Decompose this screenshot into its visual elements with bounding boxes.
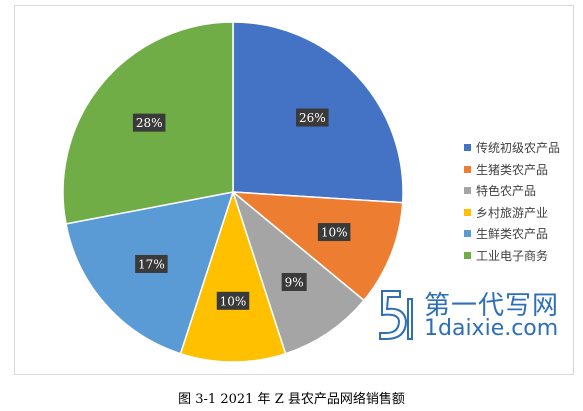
data-label-text-6: 28% (136, 116, 163, 130)
watermark-chinese-text: 第一代写网 (424, 291, 560, 321)
pie-slice-4 (179, 189, 287, 363)
pie-slice-3 (231, 189, 366, 355)
data-label-text-1: 26% (299, 111, 326, 125)
legend-swatch-4 (464, 208, 471, 216)
legend-swatch-6 (464, 251, 471, 259)
pie-chart: 26% 10% 9% 10% 17% 28% (62, 21, 404, 363)
legend-item-5: 生鲜类农产品 (464, 223, 583, 245)
pie-slice-2 (230, 191, 404, 302)
data-label-text-3: 9% (285, 275, 304, 289)
legend-label-4: 乡村旅游产业 (476, 205, 549, 220)
chart-legend: 传统初级农产品 生猪类农产品 特色农产品乡村旅游产业 生鲜类农产品 工业电子商务 (464, 137, 583, 266)
legend-item-6: 工业电子商务 (464, 245, 583, 267)
legend-swatch-1 (464, 144, 471, 152)
legend-item-2: 生猪类农产品 (464, 159, 583, 181)
figure-caption: 图 3-1 2021 年 Z 县农产品网络销售额 (178, 392, 405, 407)
legend-swatch-2 (464, 165, 471, 173)
data-label-text-4: 10% (220, 294, 247, 308)
watermark-url-text: 1daixie.com (424, 316, 559, 341)
legend-label-6: 工业电子商务 (476, 248, 549, 263)
data-label-5: 17% (135, 254, 168, 273)
data-label-2: 10% (317, 223, 351, 242)
data-label-box-5 (135, 254, 168, 273)
legend-label-1: 传统初级农产品 (476, 141, 561, 156)
data-label-text-2: 10% (321, 226, 348, 240)
legend-label-3: 特色农产品 (476, 184, 537, 199)
data-label-box-3 (281, 272, 307, 291)
watermark: 第一代写网 1daixie.com (374, 283, 574, 347)
legend-item-4: 乡村旅游产业 (464, 202, 583, 224)
data-label-box-6 (132, 113, 166, 132)
legend-item-3: 特色农产品 (464, 180, 583, 202)
data-label-box-2 (317, 223, 351, 242)
data-label-6: 28% (132, 113, 166, 132)
data-label-4: 10% (216, 291, 250, 310)
legend-swatch-3 (464, 187, 471, 195)
legend-swatch-5 (464, 230, 471, 238)
legend-item-1: 传统初级农产品 (464, 137, 583, 159)
data-label-box-4 (216, 291, 250, 310)
data-label-1: 26% (296, 108, 329, 127)
data-label-box-1 (296, 108, 329, 127)
legend-label-5: 生鲜类农产品 (476, 227, 549, 242)
chart-frame: 26% 10% 9% 10% 17% 28% 传统初级农产品 生猪类农产品 特色农产品乡村旅游… (14, 5, 574, 375)
legend-label-2: 生猪类农产品 (476, 162, 549, 177)
watermark-logo-icon (379, 290, 413, 340)
data-label-3: 9% (281, 272, 307, 291)
data-label-text-5: 17% (138, 257, 165, 271)
